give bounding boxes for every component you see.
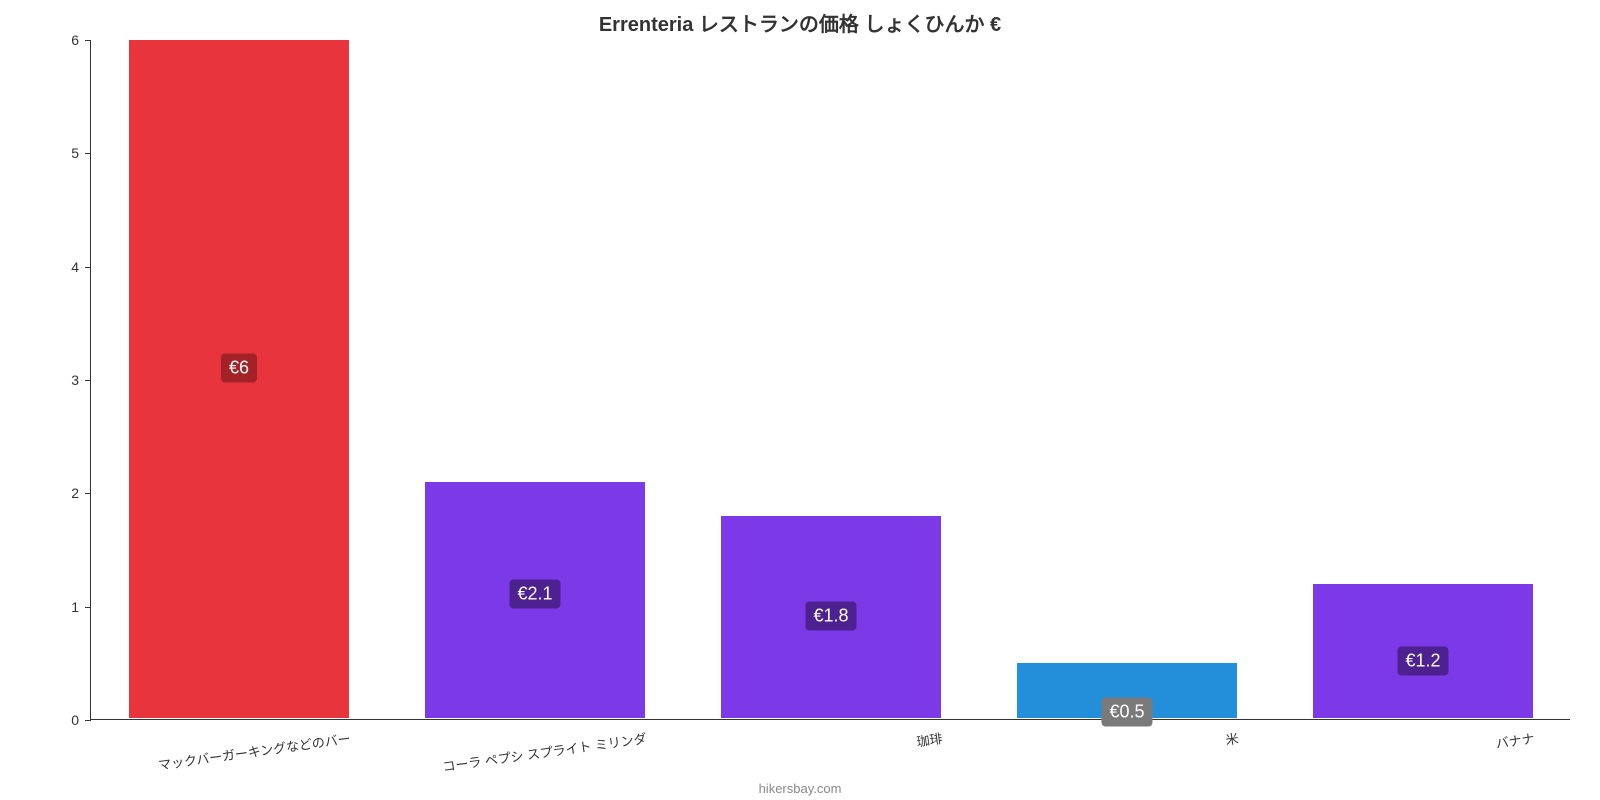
y-tick-label: 3 bbox=[71, 372, 91, 388]
y-tick-label: 5 bbox=[71, 145, 91, 161]
y-tick-label: 6 bbox=[71, 32, 91, 48]
x-axis-label: マックバーガーキングなどのバー bbox=[157, 728, 352, 774]
x-axis-label: コーラ ペプシ スプライト ミリンダ bbox=[441, 728, 647, 775]
y-tick-label: 4 bbox=[71, 259, 91, 275]
plot-area: €6€2.1€1.8€0.5€1.2 0123456 bbox=[90, 40, 1570, 720]
y-tick-label: 0 bbox=[71, 712, 91, 728]
x-axis-label: 米 bbox=[1224, 728, 1240, 749]
bars-layer: €6€2.1€1.8€0.5€1.2 bbox=[91, 40, 1570, 719]
value-badge: €1.8 bbox=[805, 602, 856, 631]
chart-container: Errenteria レストランの価格 しょくひんか € €6 €2.1 €1.8 €… bbox=[0, 0, 1600, 800]
value-badge: €6 bbox=[221, 354, 257, 383]
x-axis-label: 珈琲 bbox=[915, 728, 943, 750]
credit-text: hikersbay.com bbox=[0, 781, 1600, 796]
x-axis-labels: マックバーガーキングなどのバー コーラ ペプシ スプライト ミリンダ 珈琲 米 バナナ bbox=[90, 722, 1570, 782]
chart-title: Errenteria レストランの価格 しょくひんか € bbox=[0, 8, 1600, 37]
x-axis-label: バナナ bbox=[1494, 728, 1535, 752]
y-tick-label: 2 bbox=[71, 485, 91, 501]
y-tick-label: 1 bbox=[71, 599, 91, 615]
value-badge: €2.1 bbox=[509, 580, 560, 609]
value-badge: €1.2 bbox=[1397, 646, 1448, 675]
